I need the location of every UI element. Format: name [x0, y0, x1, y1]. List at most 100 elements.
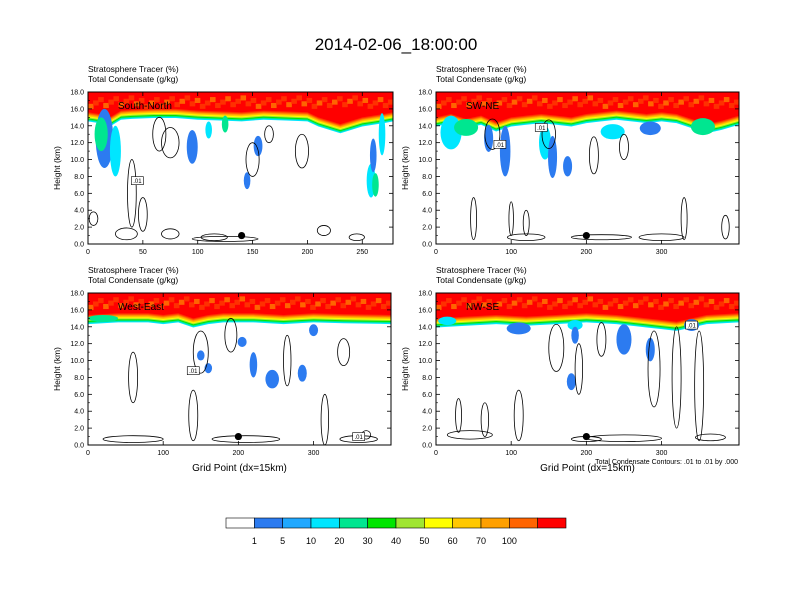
tracer-texture: [220, 99, 226, 105]
contour-label-box: [131, 176, 144, 185]
tracer-texture: [108, 99, 114, 105]
tracer-texture: [481, 101, 487, 107]
y-tick-label: 2.0: [422, 426, 432, 433]
tracer-texture: [476, 296, 482, 302]
tracer-texture: [471, 299, 477, 305]
x-tick-label: 0: [86, 450, 90, 457]
tracer-texture: [240, 95, 247, 101]
tracer-texture: [347, 98, 353, 104]
tracer-texture: [159, 102, 165, 109]
y-tick-label: 10.0: [70, 358, 84, 365]
tracer-blob: [205, 121, 212, 139]
plot-area: .01 .01: [88, 293, 391, 445]
tracer-texture: [315, 301, 321, 307]
panel-west-east: .01 .01 West-East Stratosphere Tracer (%)To…: [52, 265, 392, 474]
tracer-blob: [197, 350, 205, 361]
tracer-texture: [703, 302, 710, 308]
tracer-texture: [154, 97, 160, 103]
tracer-texture: [184, 95, 191, 101]
x-tick-label: 100: [157, 450, 169, 457]
x-tick-label: 200: [302, 249, 314, 256]
panel-title: NW-SE: [466, 302, 499, 313]
y-tick-label: 0.0: [422, 443, 432, 450]
tracer-texture: [210, 97, 216, 103]
tracer-texture: [234, 299, 240, 305]
tracer-texture: [521, 303, 528, 309]
tracer-texture: [542, 97, 548, 103]
x-axis-label: Grid Point (dx=15km): [540, 463, 635, 474]
tracer-texture: [501, 298, 508, 304]
x-tick-label: 200: [581, 249, 593, 256]
tracer-texture: [380, 303, 387, 310]
condensate-contour: [224, 317, 238, 353]
y-tick-label: 4.0: [422, 208, 432, 215]
tracer-texture: [174, 102, 180, 108]
condensate-contour: [316, 225, 331, 236]
contour-label: .01: [189, 369, 198, 375]
y-axis-label: Height (km): [52, 146, 62, 190]
tracer-texture: [306, 97, 313, 103]
tracer-blob: [297, 364, 307, 382]
condensate-contour: [192, 330, 209, 374]
tracer-texture: [209, 298, 215, 304]
tracer-blob: [372, 173, 379, 197]
panel-subtitle-condensate: Total Condensate (g/kg): [88, 275, 178, 285]
tracer-blob: [499, 125, 511, 177]
tracer-texture: [683, 297, 689, 303]
condensate-contour: [680, 197, 688, 241]
tracer-texture: [340, 303, 347, 309]
condensate-contour: [161, 127, 180, 159]
tracer-texture: [486, 97, 493, 103]
tracer-texture: [622, 99, 629, 105]
tracer-texture: [552, 100, 558, 106]
x-tick-label: 300: [656, 450, 668, 457]
tracer-texture: [301, 101, 308, 107]
condensate-contour: [513, 389, 524, 442]
tracer-texture: [372, 100, 379, 106]
x-tick-label: 150: [247, 249, 259, 256]
tracer-texture: [531, 95, 538, 101]
tracer-texture: [658, 304, 664, 310]
tracer-texture: [577, 303, 583, 309]
panel-subtitle-condensate: Total Condensate (g/kg): [436, 74, 526, 84]
y-tick-label: 14.0: [418, 123, 432, 130]
condensate-contour: [446, 430, 493, 440]
tracer-texture: [592, 302, 599, 308]
panel-title: South-North: [118, 101, 172, 112]
tracer-texture: [693, 98, 700, 104]
tracer-texture: [235, 98, 241, 104]
tracer-texture: [265, 97, 272, 103]
colorbar-swatch: [225, 517, 255, 529]
tracer-texture: [199, 103, 206, 109]
condensate-contour: [588, 136, 599, 175]
tracer-texture: [617, 102, 624, 109]
tracer-blob: [639, 121, 661, 136]
tracer-texture: [149, 100, 155, 106]
tracer-texture: [572, 297, 578, 303]
tracer-texture: [88, 103, 94, 109]
condensate-contour: [671, 326, 682, 429]
condensate-contour: [619, 133, 629, 160]
tracer-texture: [658, 103, 664, 109]
tracer-texture: [93, 301, 99, 307]
condensate-contour: [480, 402, 490, 437]
y-tick-label: 4.0: [74, 208, 84, 215]
tracer-texture: [370, 301, 377, 307]
tracer-texture: [108, 300, 114, 306]
panel-subtitle-condensate: Total Condensate (g/kg): [88, 74, 178, 84]
y-tick-label: 16.0: [70, 307, 84, 314]
tracer-texture: [215, 102, 221, 109]
tracer-texture: [506, 303, 513, 310]
colorbar-label: 10: [306, 536, 316, 546]
tracer-texture: [506, 102, 513, 109]
tracer-texture: [113, 297, 119, 303]
colorbar-swatch: [367, 517, 397, 529]
tracer-texture: [456, 99, 462, 105]
tracer-texture: [259, 301, 266, 307]
tracer-texture: [728, 102, 735, 109]
tracer-texture: [385, 300, 391, 306]
condensate-contour: [541, 119, 556, 149]
tracer-texture: [169, 96, 175, 102]
tracer-texture: [214, 303, 220, 310]
tracer-texture: [718, 100, 725, 106]
